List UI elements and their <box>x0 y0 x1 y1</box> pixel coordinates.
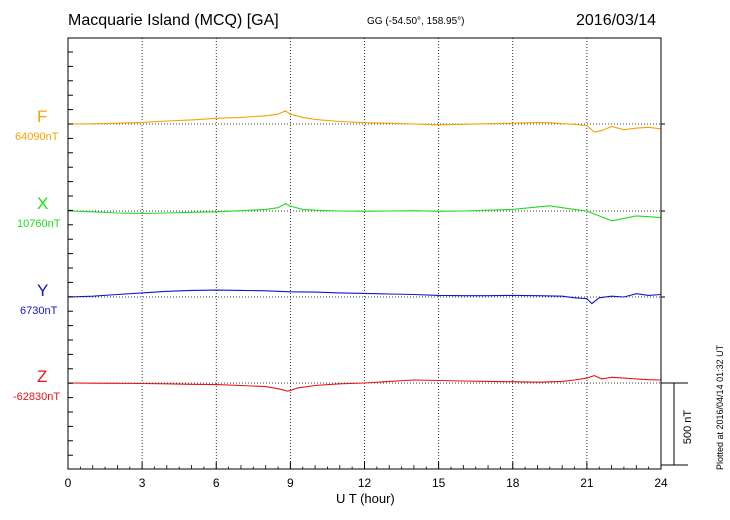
series-y-trace <box>67 289 662 305</box>
series-y-label: Y <box>37 281 49 300</box>
x-tick-label-18: 18 <box>506 476 520 490</box>
series-z-baseline: -62830nT <box>13 391 61 403</box>
series-x-baseline: 10760nT <box>17 218 61 230</box>
x-tick-label-21: 21 <box>580 476 594 490</box>
x-tick-label-0: 0 <box>65 476 72 490</box>
x-tick-label-6: 6 <box>213 476 220 490</box>
series-f-label: F <box>37 107 48 126</box>
series-f-baseline: 64090nT <box>15 131 59 143</box>
series-y-baseline: 6730nT <box>20 305 58 317</box>
series-z-label: Z <box>37 367 48 386</box>
scale-bar-label: 500 nT <box>682 410 694 445</box>
station-coordinates: GG (-54.50°, 158.95°) <box>367 16 465 27</box>
plot-date: 2016/03/14 <box>576 12 657 29</box>
x-tick-label-24: 24 <box>654 476 668 490</box>
x-axis-label: U T (hour) <box>336 491 395 506</box>
series-z-trace <box>67 375 662 392</box>
series-x-label: X <box>37 194 49 213</box>
station-title: Macquarie Island (MCQ) [GA] <box>68 12 279 29</box>
x-tick-label-3: 3 <box>139 476 146 490</box>
series-f-trace <box>67 110 662 133</box>
x-tick-label-9: 9 <box>287 476 294 490</box>
x-tick-label-15: 15 <box>432 476 446 490</box>
x-tick-label-12: 12 <box>358 476 372 490</box>
series-x-trace <box>67 202 662 222</box>
